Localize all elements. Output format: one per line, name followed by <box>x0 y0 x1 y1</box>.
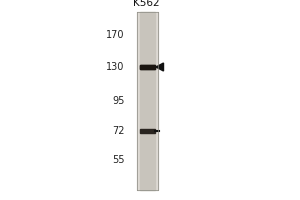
Text: 130: 130 <box>106 62 124 72</box>
Bar <box>140 65 154 69</box>
Text: 170: 170 <box>106 30 124 40</box>
Text: 95: 95 <box>112 96 124 106</box>
Bar <box>140 129 154 133</box>
Bar <box>140 12 154 190</box>
Text: 72: 72 <box>112 126 124 136</box>
Polygon shape <box>156 63 164 71</box>
Bar <box>140 65 154 69</box>
Text: K562: K562 <box>133 0 160 8</box>
Bar <box>136 12 158 190</box>
Text: 55: 55 <box>112 155 124 165</box>
